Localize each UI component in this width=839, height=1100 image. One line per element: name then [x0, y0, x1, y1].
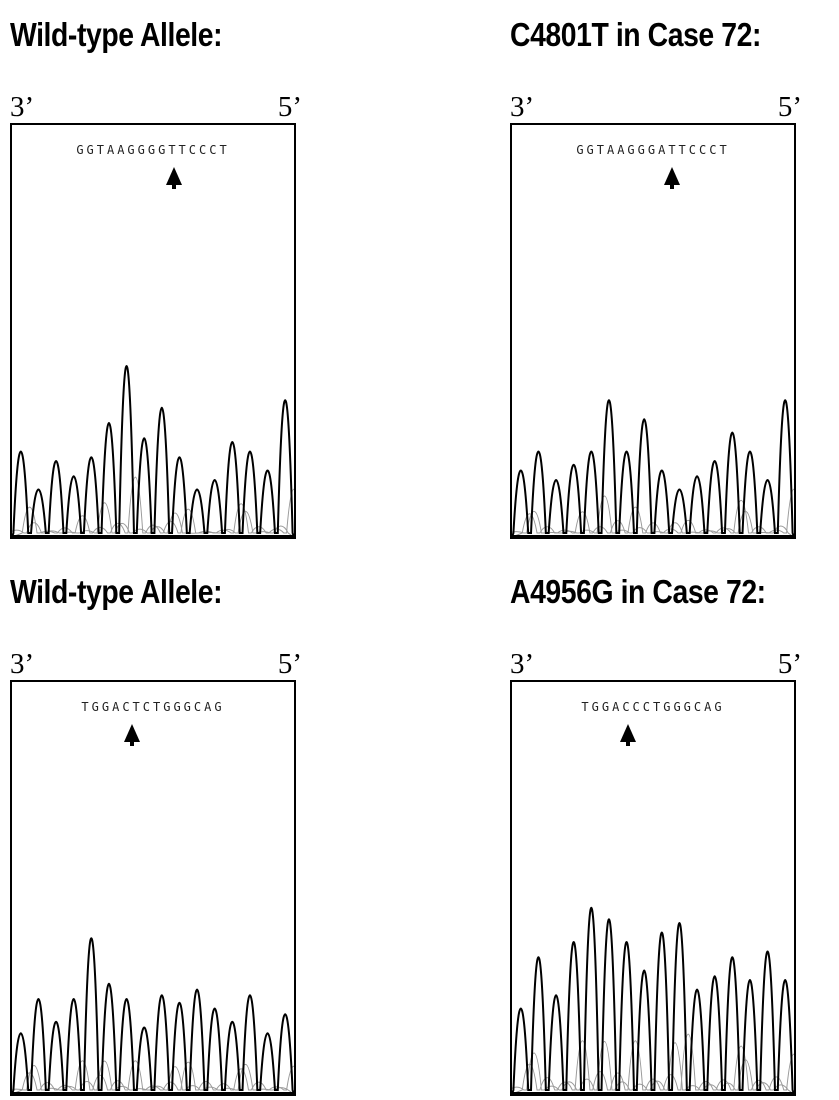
mutation-arrow-stem: [172, 184, 176, 189]
panel-title: Wild-type Allele:: [10, 573, 223, 610]
panel-title: Wild-type Allele:: [10, 16, 223, 53]
chromatogram-box: TGGACTCTGGGCAG: [10, 680, 296, 1096]
panel-wildtype-bottom: Wild-type Allele: 3’ 5’ TGGACTCTGGGCAG: [10, 573, 330, 1096]
base-sequence: GGTAAGGGATTCCCT: [576, 143, 730, 157]
panel-title: C4801T in Case 72:: [510, 16, 761, 53]
mutation-arrow-icon: [664, 167, 680, 185]
mutation-arrow-icon: [620, 724, 636, 742]
trace-line: [512, 1041, 794, 1094]
trace-line: [512, 399, 794, 537]
five-prime-label: 5’: [277, 648, 302, 680]
five-prime-label: 5’: [277, 91, 302, 123]
chromatogram-trace: [12, 364, 294, 537]
trace-line: [512, 488, 794, 537]
three-prime-label: 3’: [510, 91, 535, 123]
five-prime-label: 5’: [777, 648, 802, 680]
three-prime-label: 3’: [510, 648, 535, 680]
chromatogram-box: GGTAAGGGATTCCCT: [510, 123, 796, 539]
base-sequence: GGTAAGGGGTTCCCT: [76, 143, 230, 157]
mutation-arrow-stem: [670, 184, 674, 189]
base-sequence: TGGACTCTGGGCAG: [81, 700, 225, 714]
chromatogram-box: TGGACCCTGGGCAG: [510, 680, 796, 1096]
trace-line: [12, 364, 294, 537]
three-prime-label: 3’: [10, 648, 35, 680]
trace-line: [512, 906, 794, 1094]
panel-a4956g: A4956G in Case 72: 3’ 5’ TGGACCCTGGGCAG: [510, 573, 830, 1096]
mutation-arrow-stem: [130, 741, 134, 746]
chromatogram-box: GGTAAGGGGTTCCCT: [10, 123, 296, 539]
trace-line: [512, 495, 794, 537]
mutation-arrow-icon: [166, 167, 182, 185]
five-prime-label: 5’: [777, 91, 802, 123]
trace-line: [12, 937, 294, 1094]
mutation-arrow-icon: [124, 724, 140, 742]
panel-title: A4956G in Case 72:: [510, 573, 766, 610]
three-prime-label: 3’: [10, 91, 35, 123]
chromatogram-trace: [12, 937, 294, 1094]
panel-c4801t: C4801T in Case 72: 3’ 5’ GGTAAGGGATTCCCT: [510, 16, 830, 539]
chromatogram-trace: [512, 399, 794, 537]
base-sequence: TGGACCCTGGGCAG: [581, 700, 725, 714]
chromatogram-trace: [512, 906, 794, 1094]
panel-wildtype-top: Wild-type Allele: 3’ 5’ GGTAAGGGGTTCCCT: [10, 16, 330, 539]
mutation-arrow-stem: [626, 741, 630, 746]
trace-line: [512, 1033, 794, 1094]
